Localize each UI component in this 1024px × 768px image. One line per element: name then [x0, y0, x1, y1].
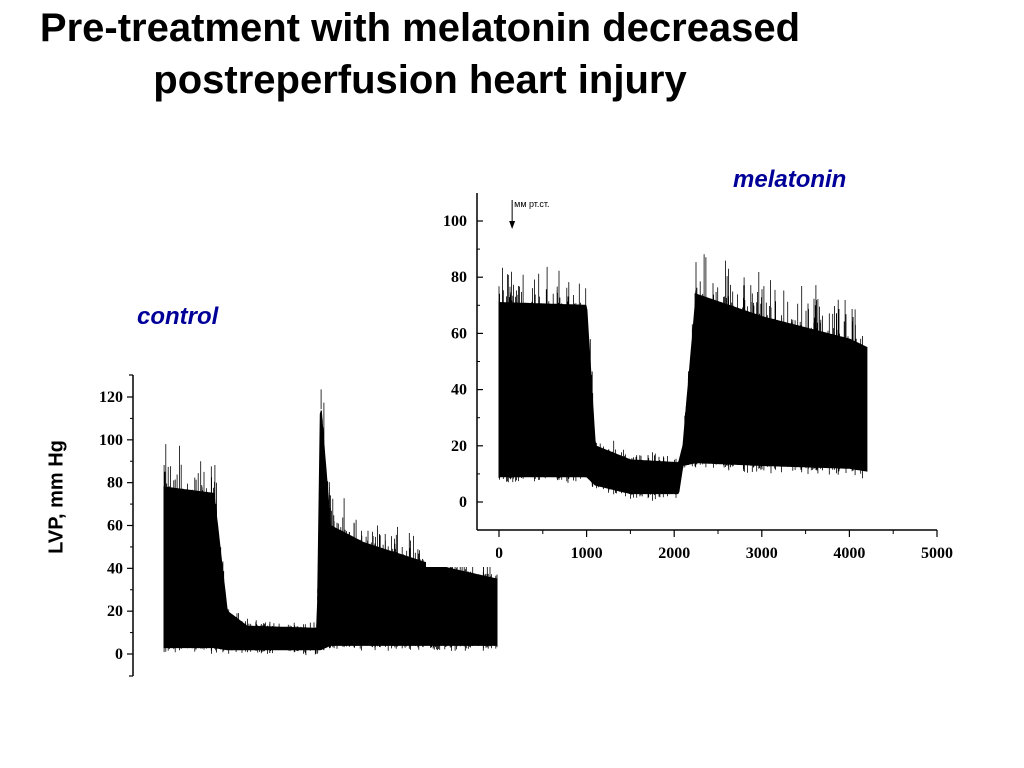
control-y-tick-label: 60 [107, 518, 123, 535]
control-y-tick-label: 20 [107, 603, 123, 620]
melatonin-y-tick-label: 80 [451, 269, 467, 286]
control-y-tick-label: 40 [107, 560, 123, 577]
y-axis-label: LVP, mm Hg [45, 440, 68, 554]
melatonin-label: melatonin [733, 166, 847, 193]
control-y-tick-label: 120 [99, 389, 123, 406]
melatonin-x-tick-label: 1000 [571, 545, 603, 562]
melatonin-annotation-text: мм рт.ст. [514, 199, 549, 209]
melatonin-y-tick-label: 20 [451, 438, 467, 455]
control-y-tick-label: 100 [99, 432, 123, 449]
control-label: control [137, 303, 219, 330]
melatonin-y-tick-label: 0 [459, 494, 467, 511]
control-trace-envelope [163, 410, 498, 651]
control-y-tick-label: 80 [107, 475, 123, 492]
overlap-mask [426, 545, 496, 567]
melatonin-y-tick-label: 100 [443, 213, 467, 230]
melatonin-trace-spikes [498, 254, 863, 501]
control-chart: 0 20 40 60 80 100 120 [99, 374, 498, 677]
control-y-tick-label: 0 [115, 646, 123, 663]
melatonin-x-tick-label: 5000 [921, 545, 953, 562]
melatonin-x-tick-label: 2000 [658, 545, 690, 562]
melatonin-y-tick-label: 60 [451, 325, 467, 342]
melatonin-x-tick-label: 3000 [746, 545, 778, 562]
slide-title: Pre-treatment with melatonin decreased p… [39, 6, 801, 102]
melatonin-x-tick-label: 0 [495, 545, 503, 562]
melatonin-trace-envelope [498, 293, 868, 495]
melatonin-x-tick-label: 4000 [833, 545, 865, 562]
melatonin-y-tick-label: 40 [451, 382, 467, 399]
melatonin-annotation-arrowhead [509, 221, 516, 229]
